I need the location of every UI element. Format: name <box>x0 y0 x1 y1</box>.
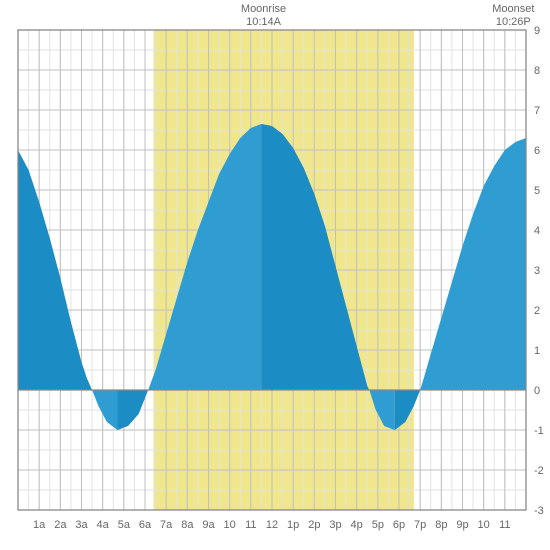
x-tick-label: 8p <box>435 519 447 531</box>
x-tick-label: 12 <box>266 519 278 531</box>
y-tick-label: -2 <box>534 465 544 477</box>
y-tick-label: 9 <box>534 25 540 37</box>
x-tick-label: 11 <box>245 519 256 531</box>
y-tick-label: 7 <box>534 105 540 117</box>
x-tick-label: 3p <box>329 519 341 531</box>
x-tick-label: 8a <box>181 519 194 531</box>
y-tick-label: -1 <box>534 425 544 437</box>
x-tick-label: 5a <box>118 519 131 531</box>
moonrise-value: 10:14A <box>246 16 282 28</box>
x-tick-label: 7a <box>160 519 173 531</box>
moonset-title: Moonset <box>492 3 534 15</box>
x-tick-label: 4a <box>97 519 110 531</box>
y-tick-label: 4 <box>534 225 540 237</box>
x-tick-label: 2a <box>54 519 67 531</box>
y-tick-label: 5 <box>534 185 540 197</box>
x-tick-label: 9p <box>456 519 468 531</box>
y-tick-label: 2 <box>534 305 540 317</box>
x-tick-label: 6p <box>393 519 405 531</box>
moonset-value: 10:26P <box>496 16 531 28</box>
x-tick-label: 11 <box>499 519 510 531</box>
x-tick-label: 5p <box>372 519 384 531</box>
y-tick-label: 8 <box>534 65 540 77</box>
x-tick-label: 9a <box>202 519 215 531</box>
x-tick-label: 3a <box>75 519 88 531</box>
y-tick-label: 0 <box>534 385 540 397</box>
y-tick-label: 6 <box>534 145 540 157</box>
x-tick-label: 1p <box>287 519 299 531</box>
x-tick-label: 4p <box>351 519 363 531</box>
x-tick-label: 2p <box>308 519 320 531</box>
x-tick-label: 6a <box>139 519 152 531</box>
x-tick-label: 1a <box>33 519 46 531</box>
y-tick-label: 1 <box>534 345 540 357</box>
moonrise-title: Moonrise <box>241 3 286 15</box>
x-tick-label: 10 <box>478 519 490 531</box>
y-tick-label: -3 <box>534 505 544 517</box>
tide-chart: -3-2-101234567891a2a3a4a5a6a7a8a9a101112… <box>0 0 550 550</box>
y-tick-label: 3 <box>534 265 540 277</box>
chart-svg: -3-2-101234567891a2a3a4a5a6a7a8a9a101112… <box>0 0 550 550</box>
x-tick-label: 7p <box>414 519 426 531</box>
x-tick-label: 10 <box>224 519 236 531</box>
